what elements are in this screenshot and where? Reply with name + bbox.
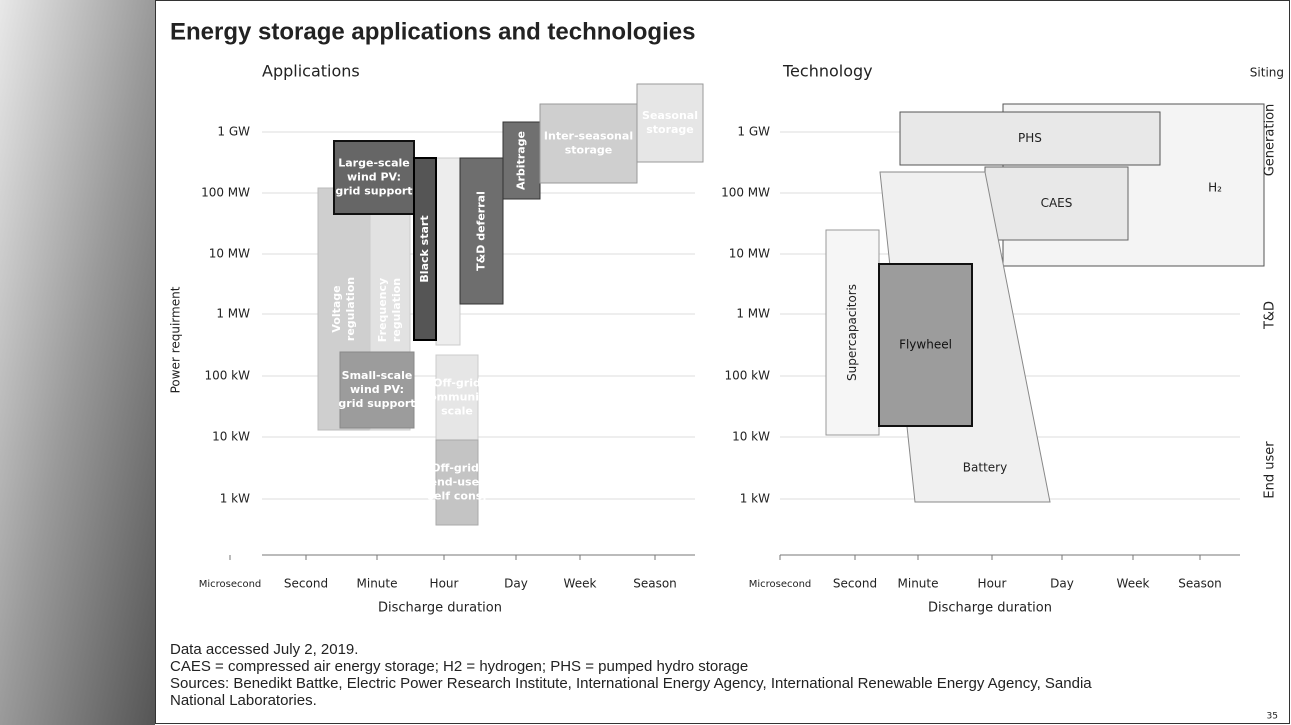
box-label: grid support: [335, 185, 412, 198]
y-tick-label: 1 MW: [216, 307, 250, 321]
technology-heading: Technology: [782, 62, 873, 81]
box-label: Small-scale: [342, 369, 413, 382]
box-label: Arbitrage: [515, 131, 528, 190]
page-number: 35: [1267, 712, 1278, 722]
note: National Laboratories.: [170, 692, 317, 709]
x-axis-title: Discharge duration: [928, 601, 1052, 616]
y-tick-label: 100 kW: [724, 369, 770, 383]
box-label: storage: [646, 123, 694, 136]
box-label: grid support: [338, 397, 415, 410]
box: [636, 83, 704, 163]
box-label: scale: [441, 405, 473, 418]
slide-title: Energy storage applications and technolo…: [170, 18, 695, 45]
x-tick-label: Minute: [898, 577, 939, 591]
box: [539, 103, 638, 184]
y-tick-label: 100 MW: [721, 186, 770, 200]
y-tick-label: 1 GW: [217, 125, 250, 139]
note: Sources: Benedikt Battke, Electric Power…: [170, 675, 1092, 692]
box-label: Flywheel: [899, 338, 952, 352]
box-label: CAES: [1041, 196, 1073, 210]
x-tick-label: Hour: [978, 577, 1007, 591]
box: [459, 157, 504, 305]
x-tick-label: Season: [633, 577, 677, 591]
x-tick-label: Day: [504, 577, 528, 591]
box-label: Frequency: [376, 278, 389, 342]
note: Data accessed July 2, 2019.: [170, 641, 358, 658]
siting-label: End user: [1263, 441, 1278, 499]
box-label: self cons.: [427, 490, 486, 503]
note: CAES = compressed air energy storage; H2…: [170, 658, 748, 675]
box: [339, 351, 415, 429]
x-tick-label: Hour: [430, 577, 459, 591]
y-tick-label: 10 MW: [729, 247, 770, 261]
y-tick-label: 1 MW: [736, 307, 770, 321]
box: [899, 111, 1161, 166]
siting-heading: Siting: [1250, 66, 1284, 80]
box-label: Supercapacitors: [845, 284, 859, 381]
box: [333, 140, 415, 215]
box-label: H₂: [1208, 181, 1222, 195]
x-tick-label: Microsecond: [749, 579, 812, 590]
box-label: wind PV:: [350, 383, 404, 396]
box: [435, 439, 479, 526]
slide-border: [155, 0, 1290, 724]
box-label: storage: [565, 144, 613, 157]
box-label: T&D deferral: [475, 191, 488, 271]
y-tick-label: 1 GW: [737, 125, 770, 139]
box: [413, 157, 437, 341]
box-label: Voltage: [330, 285, 343, 332]
x-tick-label: Microsecond: [199, 579, 262, 590]
applications-heading: Applications: [262, 62, 360, 81]
box-label: community: [423, 391, 492, 404]
x-tick-label: Week: [1117, 577, 1150, 591]
x-axis-title: Discharge duration: [378, 601, 502, 616]
box: [435, 157, 461, 346]
siting-label: Generation: [1263, 104, 1278, 177]
x-tick-label: Season: [1178, 577, 1222, 591]
y-tick-label: 10 kW: [212, 430, 250, 444]
box-label: Large-scale: [338, 157, 409, 170]
y-tick-label: 100 MW: [201, 186, 250, 200]
box-label: regulation: [344, 277, 357, 341]
side-image: [0, 0, 155, 725]
box-label: regulation: [390, 278, 403, 342]
box: [878, 263, 973, 427]
box-label: Seasonal: [642, 109, 698, 122]
box: [825, 229, 880, 436]
x-tick-label: Second: [833, 577, 877, 591]
x-tick-label: Minute: [357, 577, 398, 591]
box-label: Off-grid/: [431, 462, 484, 475]
y-axis-title: Power requirment: [169, 286, 183, 393]
box-label: Off-grid: [433, 377, 481, 390]
x-tick-label: Day: [1050, 577, 1074, 591]
y-tick-label: 10 MW: [209, 247, 250, 261]
box-label: Inter-seasonal: [544, 130, 633, 143]
box-label: end-user: [430, 476, 486, 489]
x-tick-label: Second: [284, 577, 328, 591]
box-label: Black start: [418, 215, 431, 282]
box: [435, 354, 479, 441]
box: [984, 166, 1129, 241]
box-label: Battery: [963, 461, 1007, 475]
y-tick-label: 1 kW: [220, 492, 250, 506]
y-tick-label: 10 kW: [732, 430, 770, 444]
siting-label: T&D: [1263, 301, 1278, 330]
y-tick-label: 1 kW: [740, 492, 770, 506]
x-tick-label: Week: [564, 577, 597, 591]
y-tick-label: 100 kW: [204, 369, 250, 383]
box-label: PHS: [1018, 131, 1042, 145]
box-label: wind PV:: [347, 171, 401, 184]
